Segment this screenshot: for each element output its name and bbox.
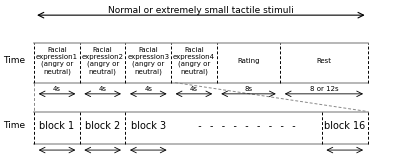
Text: Normal or extremely small tactile stimuli: Normal or extremely small tactile stimul…: [108, 6, 294, 15]
Text: - - - - - - - - -: - - - - - - - - -: [196, 121, 296, 131]
Text: 8s: 8s: [244, 86, 252, 92]
Text: Facial
expression1
(angry or
neutral): Facial expression1 (angry or neutral): [36, 47, 78, 75]
Text: Rest: Rest: [316, 58, 332, 64]
Text: block 16: block 16: [324, 121, 365, 131]
Text: Facial
expression3
(angry or
neutral): Facial expression3 (angry or neutral): [127, 47, 169, 75]
Text: Facial
expression4
(angry or
neutral): Facial expression4 (angry or neutral): [173, 47, 215, 75]
Text: Facial
expression2
(angry or
neutral): Facial expression2 (angry or neutral): [82, 47, 124, 75]
Text: 4s: 4s: [144, 86, 152, 92]
Text: Time: Time: [3, 122, 26, 130]
Text: Rating: Rating: [237, 58, 260, 64]
Text: 4s: 4s: [190, 86, 198, 92]
Text: 4s: 4s: [99, 86, 107, 92]
Text: block 3: block 3: [131, 121, 166, 131]
Text: block 2: block 2: [85, 121, 120, 131]
Text: 8 or 12s: 8 or 12s: [310, 86, 338, 92]
Text: Time: Time: [3, 56, 26, 65]
Text: 4s: 4s: [53, 86, 61, 92]
Text: block 1: block 1: [40, 121, 74, 131]
